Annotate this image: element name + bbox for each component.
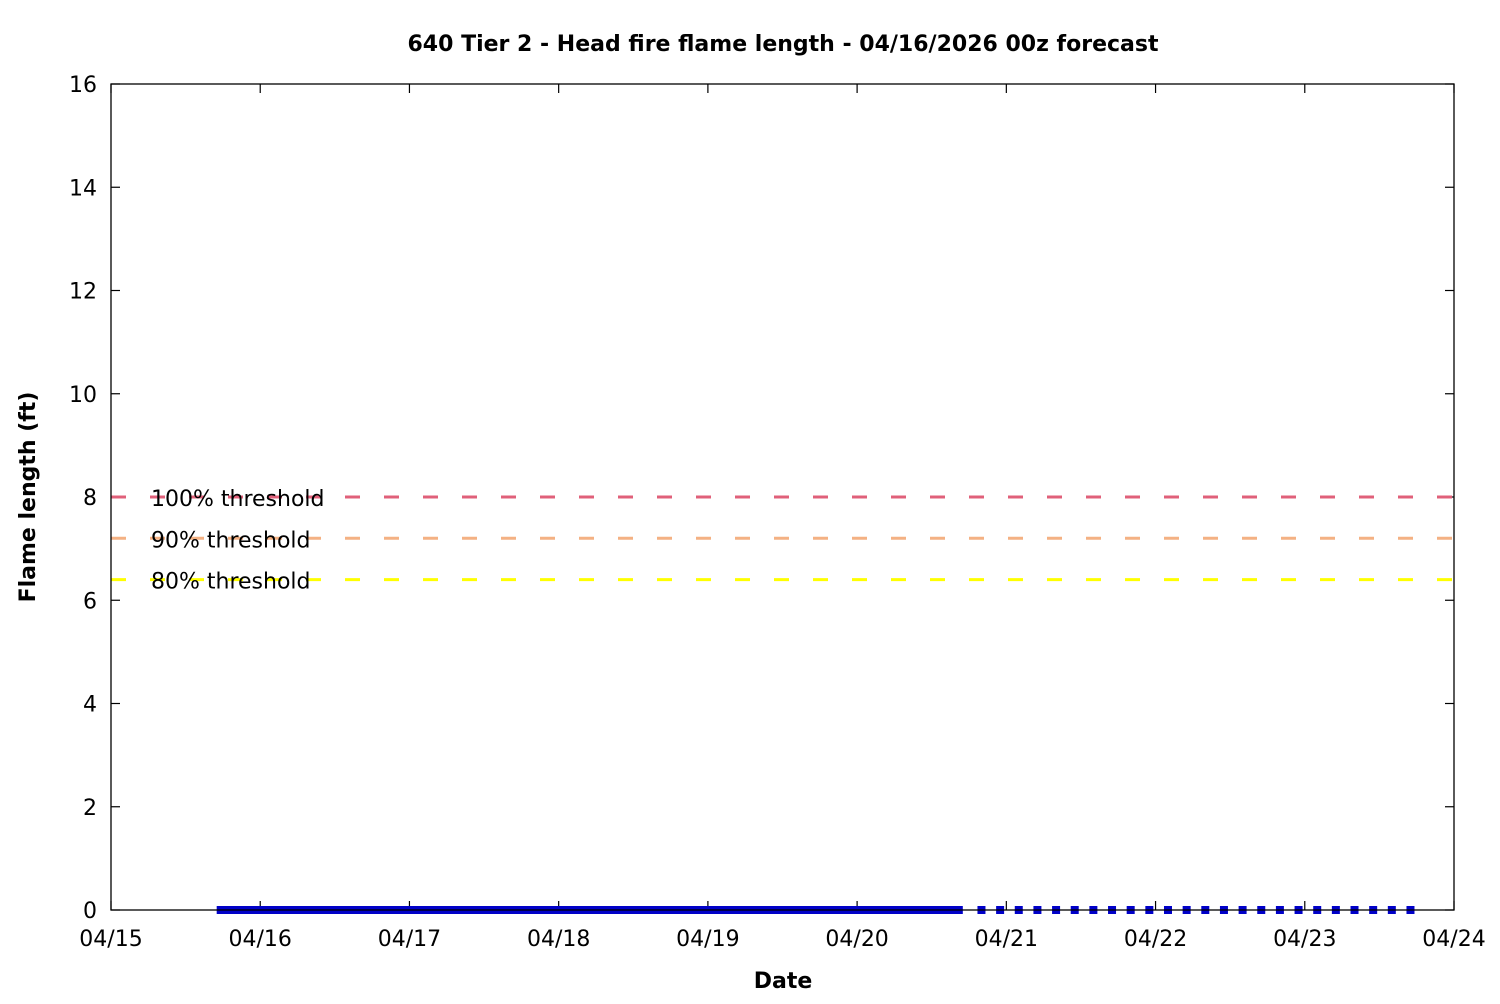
threshold-label: 100% threshold [151,487,325,512]
y-tick-label: 14 [69,176,97,201]
x-tick-label: 04/18 [527,927,590,952]
x-tick-label: 04/19 [676,927,739,952]
y-tick-label: 6 [83,589,97,614]
y-tick-label: 2 [83,796,97,821]
x-tick-label: 04/23 [1273,927,1336,952]
y-axis-label: Flame length (ft) [16,392,41,603]
y-tick-label: 10 [69,383,97,408]
threshold-label: 80% threshold [151,570,311,595]
x-tick-label: 04/15 [79,927,142,952]
y-tick-label: 4 [83,693,97,718]
y-tick-label: 0 [83,899,97,924]
x-tick-label: 04/24 [1422,927,1485,952]
y-tick-label: 16 [69,73,97,98]
x-tick-label: 04/20 [825,927,888,952]
x-tick-label: 04/17 [378,927,441,952]
threshold-label: 90% threshold [151,528,311,553]
y-tick-label: 8 [83,486,97,511]
x-tick-label: 04/22 [1124,927,1187,952]
y-tick-label: 12 [69,280,97,305]
chart-title: 640 Tier 2 - Head fire flame length - 04… [407,32,1159,57]
x-tick-label: 04/21 [975,927,1038,952]
plot-frame [110,83,1455,911]
x-tick-label: 04/16 [229,927,292,952]
x-axis-label: Date [754,969,813,994]
